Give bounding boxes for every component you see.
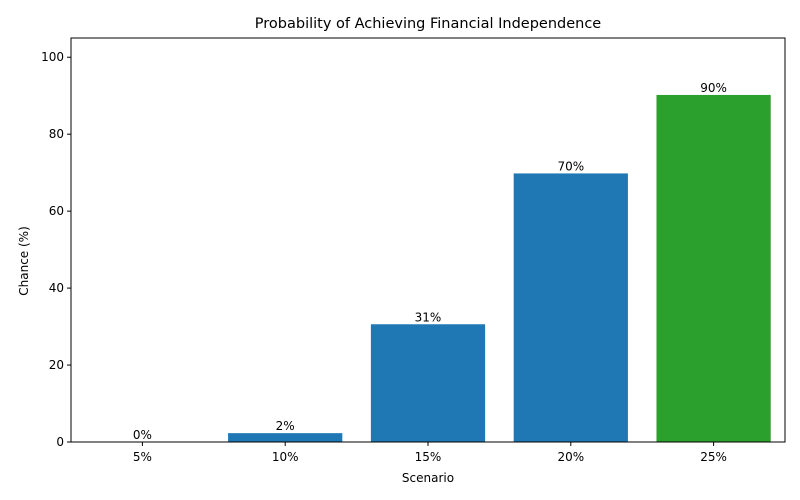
y-tick-label-4: 60 bbox=[49, 204, 64, 218]
plot-area: 0% 2% 31% 70% 90% 5% 10% 15% 20% 25% 0 20 40 60 80 100 bbox=[41, 37, 786, 464]
x-tick-label-3: 15% bbox=[415, 450, 442, 464]
x-tick-label-2: 10% bbox=[272, 450, 299, 464]
x-tick-label-5: 25% bbox=[700, 450, 727, 464]
data-label-4: 70% bbox=[557, 159, 584, 173]
bar-4 bbox=[513, 173, 628, 442]
y-tick-label-6: 100 bbox=[41, 50, 64, 64]
x-axis-title: Scenario bbox=[402, 471, 454, 485]
y-tick-label-5: 80 bbox=[49, 127, 64, 141]
data-label-5: 90% bbox=[700, 81, 727, 95]
y-tick-label-1: 0 bbox=[56, 435, 64, 449]
chart-title: Probability of Achieving Financial Indep… bbox=[255, 16, 602, 32]
x-tick-label-4: 20% bbox=[557, 450, 584, 464]
x-tick-label-1: 5% bbox=[133, 450, 152, 464]
data-label-1: 0% bbox=[133, 428, 152, 442]
bar-3 bbox=[370, 324, 486, 442]
bar-5 bbox=[656, 94, 771, 442]
plot-frame bbox=[70, 37, 786, 443]
data-label-2: 2% bbox=[276, 419, 295, 433]
bar-2 bbox=[228, 433, 343, 442]
y-tick-label-3: 40 bbox=[49, 281, 64, 295]
y-axis-title: Chance (%) bbox=[17, 226, 31, 296]
y-tick-label-2: 20 bbox=[49, 358, 64, 372]
data-label-3: 31% bbox=[415, 310, 442, 324]
